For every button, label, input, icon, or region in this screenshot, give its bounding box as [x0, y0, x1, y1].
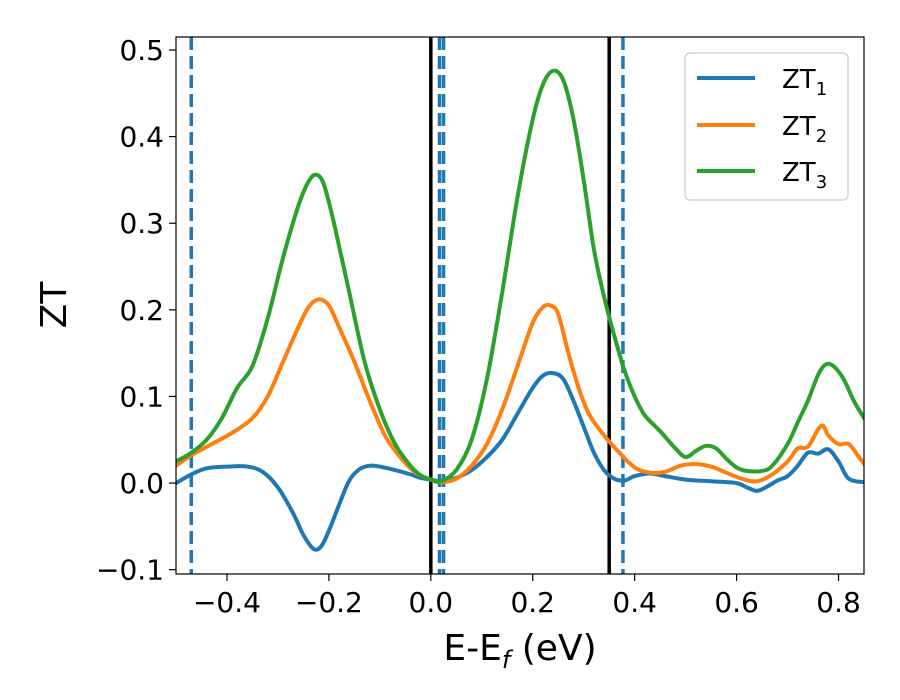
legend-label-zt2: ZT2 [782, 112, 827, 147]
series-lines [176, 68, 864, 552]
x-tick-label: 0.0 [409, 586, 454, 619]
series-line-zt2 [176, 297, 864, 485]
legend: ZT1 ZT2 ZT3 [684, 52, 849, 201]
y-tick-label: 0.2 [119, 294, 164, 327]
x-axis: −0.4 −0.2 0.0 0.2 0.4 0.6 0.8 [193, 574, 861, 619]
x-tick-label: 0.6 [714, 586, 759, 619]
x-tick-label: 0.2 [510, 586, 555, 619]
x-tick-label: −0.4 [193, 586, 261, 619]
legend-label-zt1: ZT1 [782, 65, 827, 100]
y-tick-label: −0.1 [96, 554, 164, 587]
reference-lines [189, 37, 625, 574]
y-axis: −0.1 0.0 0.1 0.2 0.3 0.4 0.5 [96, 34, 176, 587]
legend-box [684, 52, 849, 201]
x-tick-label: 0.8 [816, 586, 861, 619]
y-axis-label: ZT [34, 281, 75, 329]
y-tick-label: 0.0 [119, 467, 164, 500]
series-line-zt3 [176, 68, 864, 484]
y-tick-label: 0.3 [119, 207, 164, 240]
x-tick-label: −0.2 [295, 586, 363, 619]
plot-frame [175, 36, 865, 575]
x-tick-label: 0.4 [612, 586, 657, 619]
y-tick-label: 0.5 [119, 34, 164, 67]
series-line-zt1 [176, 370, 864, 552]
y-tick-label: 0.1 [119, 380, 164, 413]
legend-label-zt3: ZT3 [782, 158, 827, 193]
x-axis-label: E-Ef (eV) [443, 628, 596, 674]
y-tick-label: 0.4 [119, 121, 164, 154]
